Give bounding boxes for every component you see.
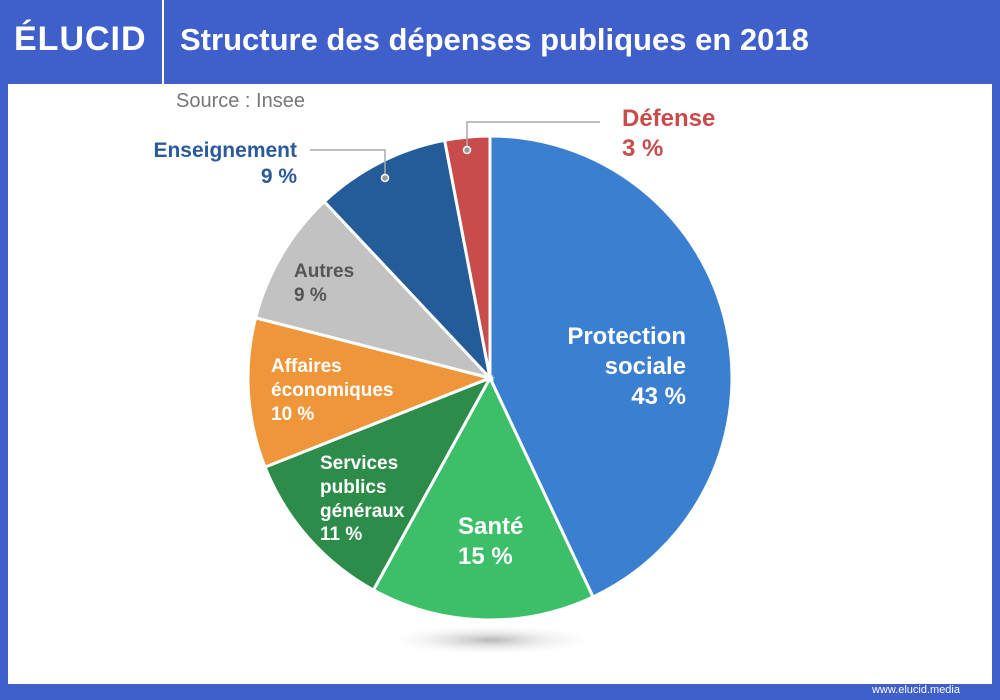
pie <box>246 134 734 622</box>
category-label: Enseignement <box>153 139 297 162</box>
chart-subtitle: Source : Insee <box>176 90 305 112</box>
category-label: Défense <box>622 105 716 132</box>
slice-label: Affaires économiques 10 % <box>271 355 421 426</box>
category-label: Affaires économiques <box>271 356 394 401</box>
leader-dot <box>380 173 390 183</box>
slice-label: Défense 3 % <box>622 104 772 164</box>
category-label: Protection sociale <box>567 323 686 380</box>
pie-slice <box>263 375 494 593</box>
pie-shadow <box>380 624 600 656</box>
value-label: 3 % <box>622 135 664 162</box>
pie-slice <box>246 315 495 470</box>
leader-lines <box>310 121 600 183</box>
value-label: 11 % <box>320 524 363 546</box>
pie-slice <box>253 199 495 381</box>
value-label: 10 % <box>271 403 315 425</box>
category-label: Autres <box>294 261 355 282</box>
leader-dot <box>462 145 472 155</box>
value-label: 15 % <box>458 543 513 570</box>
slice-label: Enseignement 9 % <box>117 138 297 191</box>
brand-logo: ÉLUCID <box>14 20 147 58</box>
value-label: 9 % <box>294 284 327 306</box>
slice-label: Autres 9 % <box>294 260 394 308</box>
slice-label: Protection sociale 43 % <box>526 322 686 412</box>
leader-line <box>466 121 600 150</box>
pie-slice <box>371 374 596 622</box>
pie-slice <box>488 134 734 599</box>
value-label: 9 % <box>260 165 297 189</box>
value-label: 43 % <box>631 383 686 410</box>
slice-label: Services publics généraux 11 % <box>320 452 420 547</box>
leader-line <box>310 149 386 178</box>
pie-slice <box>322 138 493 383</box>
slice-label: Santé 15 % <box>458 512 578 572</box>
header-divider <box>162 0 164 84</box>
category-label: Services publics généraux <box>320 453 405 522</box>
chart-title: Structure des dépenses publiques en 2018 <box>180 22 809 57</box>
category-label: Santé <box>458 513 524 540</box>
footer-url: www.elucid.media <box>871 684 960 696</box>
